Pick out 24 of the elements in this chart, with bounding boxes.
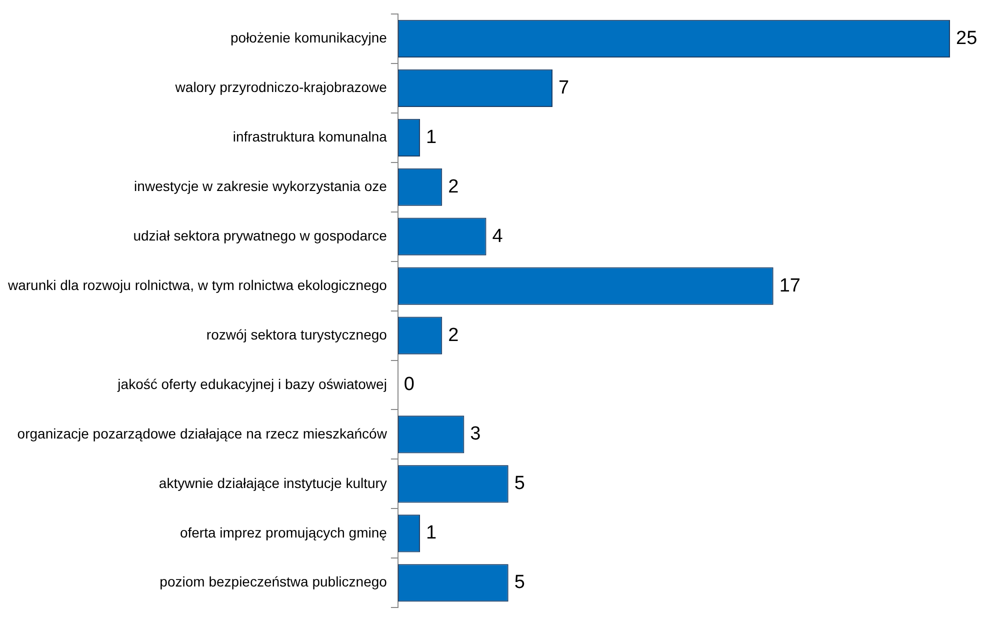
y-tick-label: położenie komunikacyjne	[230, 30, 388, 46]
data-label: 4	[492, 226, 504, 247]
y-tick-label: udział sektora prywatnego w gospodarce	[133, 227, 388, 244]
y-tick-label: infrastruktura komunalna	[232, 128, 388, 145]
y-tick-label: organizacje pozarządowe działające na rzecz mieszkańców	[17, 425, 388, 442]
data-label: 1	[426, 126, 437, 148]
data-label: 5	[514, 473, 525, 494]
data-label: 0	[404, 374, 415, 396]
data-label: 7	[558, 77, 570, 98]
y-tick-label: rozwój sektora turystycznego	[206, 326, 388, 342]
y-tick-label: walory przyrodniczo-krajobrazowe	[174, 79, 388, 96]
y-tick-label: aktywnie działające instytucje kultury	[158, 474, 387, 491]
y-tick-label: inwestycje w zakresie wykorzystania oze	[134, 178, 388, 194]
y-tick-label: poziom bezpieczeństwa publicznego	[160, 574, 388, 590]
data-label: 25	[956, 28, 978, 49]
data-label: 1	[426, 522, 437, 544]
data-label: 17	[779, 275, 800, 296]
data-label: 3	[470, 424, 481, 445]
y-tick-label: warunki dla rozwoju rolnictwa, w tym rolnictwa ekologicznego	[7, 276, 388, 293]
data-label: 2	[448, 324, 459, 346]
data-label: 5	[514, 572, 525, 594]
y-tick-label: oferta imprez promujących gminę	[180, 524, 388, 540]
data-label: 2	[448, 176, 459, 198]
y-tick-label: jakość oferty edukacyjnej i bazy oświatowej	[116, 376, 387, 392]
